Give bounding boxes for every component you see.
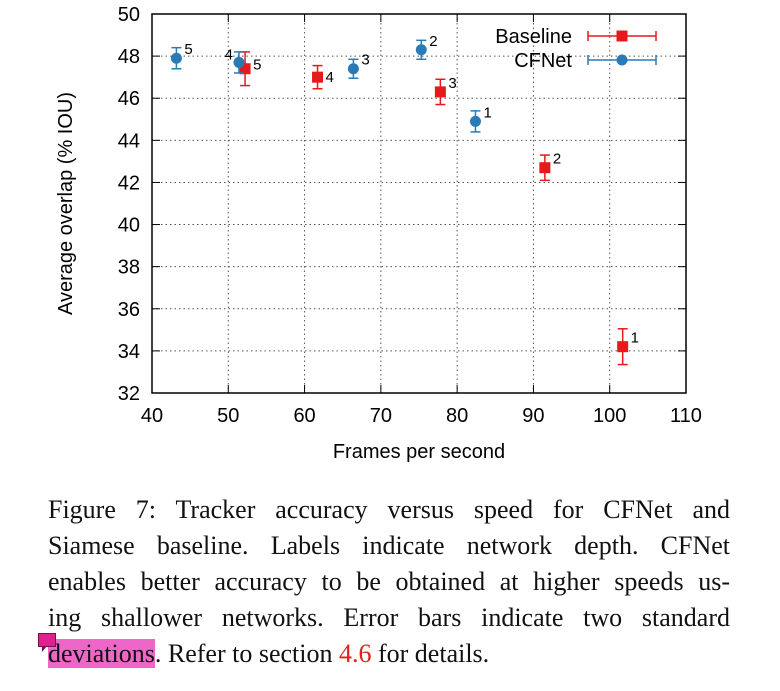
cfnet-point (170, 52, 182, 64)
caption-line: Siamese baseline. Labels indicate networ… (48, 531, 730, 560)
grid (152, 14, 686, 393)
baseline-point-label: 2 (553, 151, 561, 168)
highlighted-text[interactable]: deviations (38, 633, 155, 668)
baseline-point (539, 162, 551, 174)
y-tick-label: 38 (118, 257, 140, 279)
baseline-point-label: 3 (448, 75, 456, 92)
x-tick-label: 70 (370, 405, 392, 427)
legend-label-cfnet: CFNet (514, 50, 572, 72)
y-tick-label: 48 (118, 46, 140, 68)
y-tick-label: 32 (118, 383, 140, 405)
y-tick-label: 46 (118, 88, 140, 110)
caption-line: Figure 7: Tracker accuracy versus speed … (48, 495, 730, 524)
y-tick-label: 36 (118, 299, 140, 321)
x-tick-label: 60 (293, 405, 315, 427)
legend-marker-baseline (616, 30, 628, 42)
x-tick-label: 110 (670, 405, 702, 427)
cfnet-point (469, 115, 481, 127)
baseline-point (434, 86, 446, 98)
section-reference-link[interactable]: 4.6 (338, 639, 372, 668)
x-tick-label: 80 (446, 405, 468, 427)
baseline-point (312, 71, 324, 83)
x-tick-label: 50 (217, 405, 239, 427)
x-tick-label: 40 (141, 405, 163, 427)
highlighted-word: deviations (48, 639, 155, 668)
caption-text: for details. (371, 639, 490, 668)
y-axis-label: Average overlap (% IOU) (55, 92, 77, 315)
y-tick-label: 42 (118, 172, 140, 194)
x-tick-label: 90 (522, 405, 544, 427)
chart: 32 34 36 38 40 42 44 46 48 50 40 50 60 70 80 90 100 110 1… (55, 4, 702, 463)
baseline-point (239, 63, 251, 75)
caption-line: deviations. Refer to section 4.6 for det… (38, 633, 730, 672)
y-tick-label: 50 (118, 4, 140, 26)
cfnet-point (347, 63, 359, 75)
cfnet-point (233, 56, 245, 68)
legend-marker-cfnet (616, 54, 628, 66)
cfnet-point-label: 4 (225, 46, 233, 63)
comment-note-icon[interactable] (38, 633, 56, 652)
caption-text: . Refer to section (154, 639, 339, 668)
x-axis-label: Frames per second (333, 441, 505, 463)
caption-line: ing shallower networks. Error bars indic… (48, 603, 730, 632)
figure-caption: Figure 7: Tracker accuracy versus speed … (38, 492, 730, 672)
caption-line: enables better accuracy to be obtained a… (48, 567, 730, 596)
baseline-point-label: 5 (253, 57, 261, 74)
cfnet-point-label: 3 (361, 52, 369, 69)
x-tick-label: 100 (593, 405, 626, 427)
cfnet-point-label: 5 (184, 41, 192, 58)
cfnet-point-label: 1 (483, 104, 491, 121)
plot-area (151, 13, 687, 394)
cfnet-point (415, 44, 427, 56)
data-marks: 1 2 3 4 5 1 2 3 4 5 (170, 33, 639, 366)
legend-label-baseline: Baseline (495, 26, 572, 48)
baseline-point (617, 341, 629, 353)
y-tick-label: 44 (118, 130, 140, 152)
baseline-point-label: 4 (326, 69, 334, 86)
y-tick-label: 34 (118, 341, 140, 363)
cfnet-point-label: 2 (429, 33, 437, 50)
baseline-point-label: 1 (631, 330, 639, 347)
y-tick-label: 40 (118, 215, 140, 237)
